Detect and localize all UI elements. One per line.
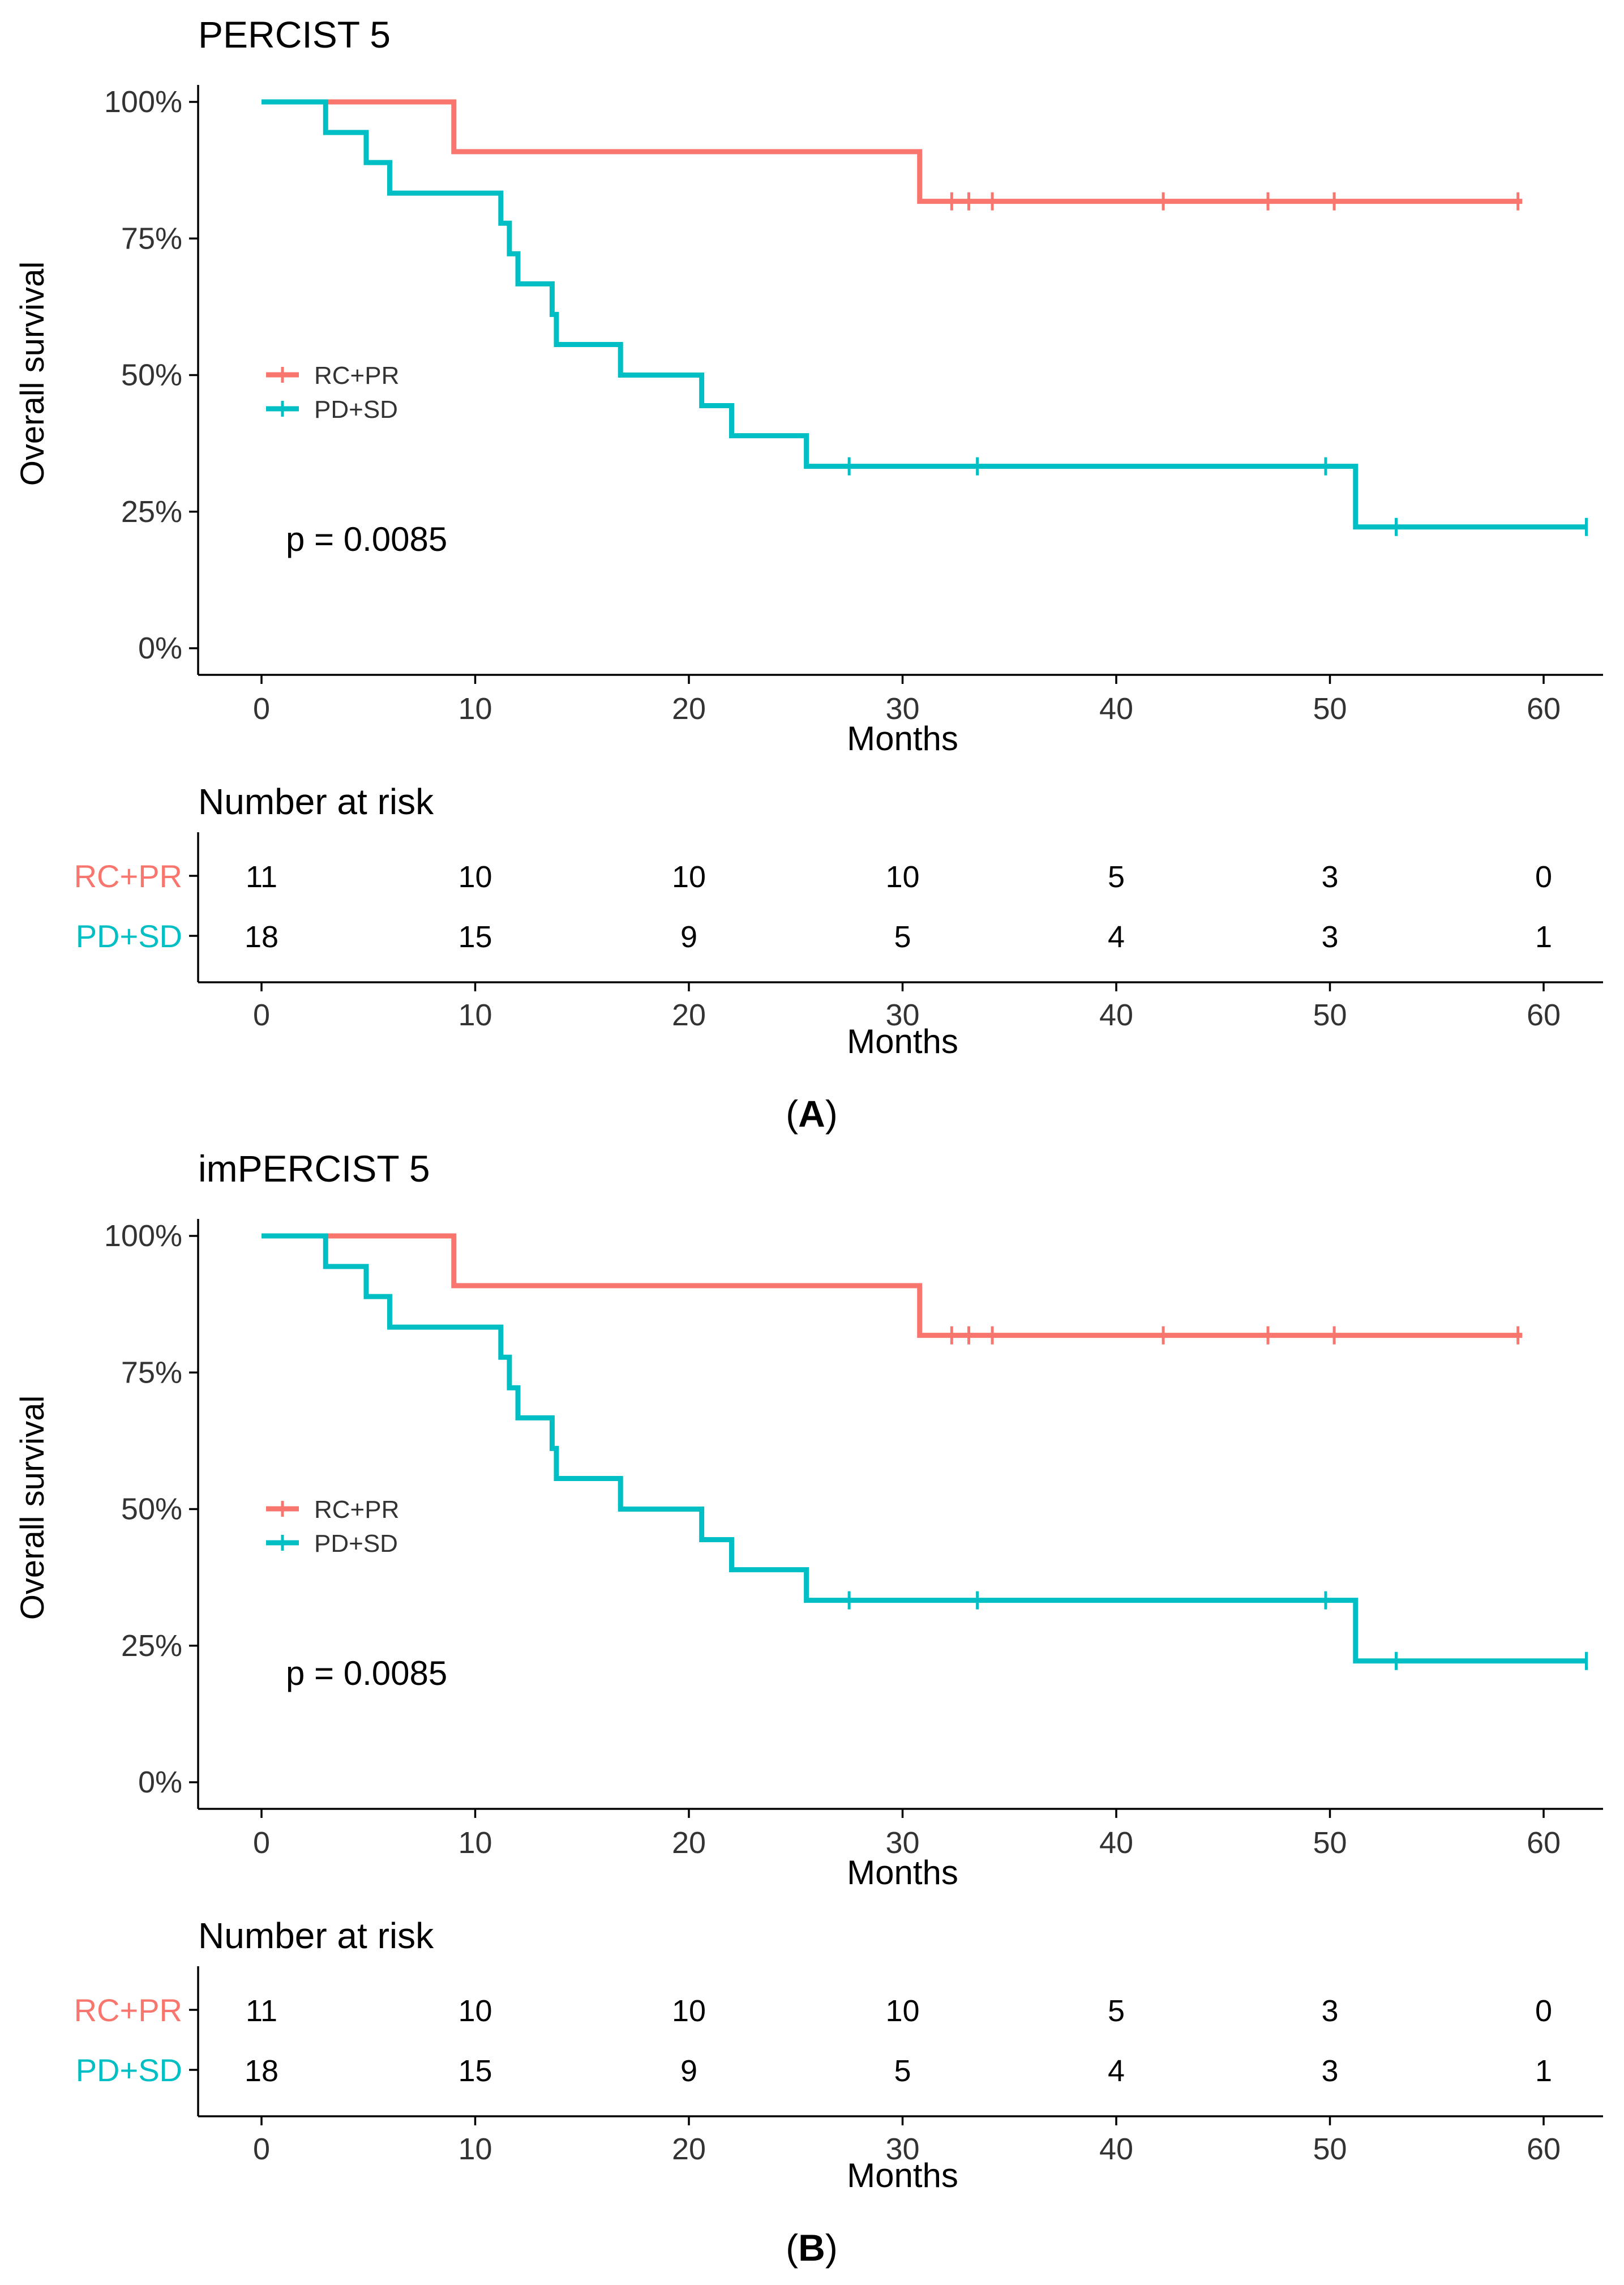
y-axis-label: Overall survival [14,262,51,486]
risk-count: 4 [1108,920,1125,954]
legend-label: RC+PR [314,1496,399,1524]
risk-count: 5 [894,2054,911,2088]
risk-table-title: Number at risk [198,781,434,822]
risk-count: 3 [1321,2054,1338,2088]
x-axis-label: Months [847,720,958,758]
risk-count: 10 [885,860,919,894]
risk-row-label: PD+SD [76,2052,182,2088]
y-tick-label: 75% [121,221,182,255]
risk-count: 3 [1321,860,1338,894]
risk-x-tick-label: 10 [458,998,492,1032]
risk-count: 18 [245,2054,278,2088]
risk-count: 9 [680,2054,697,2088]
y-tick-label: 100% [104,85,182,119]
chart-title: imPERCIST 5 [198,1148,430,1189]
risk-table-title: Number at risk [198,1915,434,1956]
x-tick-label: 30 [885,1826,919,1860]
risk-count: 1 [1535,2054,1552,2088]
risk-count: 0 [1535,860,1552,894]
risk-count: 3 [1321,1994,1338,2028]
x-tick-label: 30 [885,692,919,726]
km-panel-A: PERCIST 5 Overall survival 0% 25% 50% 75% 100%… [14,14,1603,1135]
km-curve-rc-pr [262,1233,1523,1338]
risk-x-tick-label: 30 [885,998,919,1032]
y-tick-label: 25% [121,1629,182,1663]
p-value-label: p = 0.0085 [286,520,447,558]
p-value-label: p = 0.0085 [286,1654,447,1692]
risk-x-axis-label: Months [847,2156,958,2194]
risk-count: 10 [458,1994,492,2028]
risk-x-tick-label: 10 [458,2132,492,2166]
x-tick-label: 20 [672,692,706,726]
risk-count: 10 [672,860,706,894]
risk-row-label: PD+SD [76,918,182,954]
risk-count: 11 [246,1994,277,2028]
risk-count: 4 [1108,2054,1125,2088]
y-tick-label: 0% [138,631,182,665]
km-curve-pd-sd [262,1233,1587,1664]
y-tick-label: 75% [121,1355,182,1389]
y-tick-label: 100% [104,1219,182,1253]
risk-x-tick-label: 50 [1313,2132,1347,2166]
x-tick-label: 0 [253,692,270,726]
risk-row-label: RC+PR [74,858,182,894]
risk-x-axis-label: Months [847,1022,958,1060]
risk-count: 15 [458,2054,492,2088]
panel-caption: (B) [786,2227,838,2269]
y-tick-label: 25% [121,495,182,529]
panel-caption: (A) [786,1093,838,1135]
risk-count: 3 [1321,920,1338,954]
risk-x-tick-label: 0 [253,998,270,1032]
risk-count: 10 [672,1994,706,2028]
km-curve-pd-sd [262,99,1587,530]
km-curve-rc-pr [262,99,1523,204]
risk-count: 5 [1108,860,1125,894]
risk-x-tick-label: 40 [1099,2132,1133,2166]
legend-label: RC+PR [314,362,399,390]
risk-x-tick-label: 50 [1313,998,1347,1032]
chart-title: PERCIST 5 [198,14,391,55]
risk-x-tick-label: 60 [1527,2132,1561,2166]
risk-count: 0 [1535,1994,1552,2028]
x-tick-label: 10 [458,692,492,726]
x-tick-label: 50 [1313,1826,1347,1860]
x-axis-label: Months [847,1854,958,1892]
risk-x-tick-label: 20 [672,998,706,1032]
y-tick-label: 50% [121,1492,182,1526]
risk-x-tick-label: 20 [672,2132,706,2166]
risk-count: 10 [885,1994,919,2028]
risk-count: 5 [894,920,911,954]
risk-x-tick-label: 30 [885,2132,919,2166]
x-tick-label: 40 [1099,1826,1133,1860]
risk-count: 18 [245,920,278,954]
risk-count: 1 [1535,920,1552,954]
risk-count: 5 [1108,1994,1125,2028]
y-tick-label: 50% [121,358,182,392]
risk-count: 10 [458,860,492,894]
x-tick-label: 40 [1099,692,1133,726]
y-tick-label: 0% [138,1765,182,1799]
risk-count: 15 [458,920,492,954]
risk-count: 11 [246,860,277,894]
legend-label: PD+SD [314,396,398,423]
risk-x-tick-label: 60 [1527,998,1561,1032]
risk-x-tick-label: 40 [1099,998,1133,1032]
x-tick-label: 20 [672,1826,706,1860]
x-tick-label: 10 [458,1826,492,1860]
risk-x-tick-label: 0 [253,2132,270,2166]
legend-label: PD+SD [314,1530,398,1557]
y-axis-label: Overall survival [14,1396,51,1620]
risk-row-label: RC+PR [74,1992,182,2028]
x-tick-label: 60 [1527,692,1561,726]
x-tick-label: 60 [1527,1826,1561,1860]
risk-count: 9 [680,920,697,954]
x-tick-label: 0 [253,1826,270,1860]
x-tick-label: 50 [1313,692,1347,726]
